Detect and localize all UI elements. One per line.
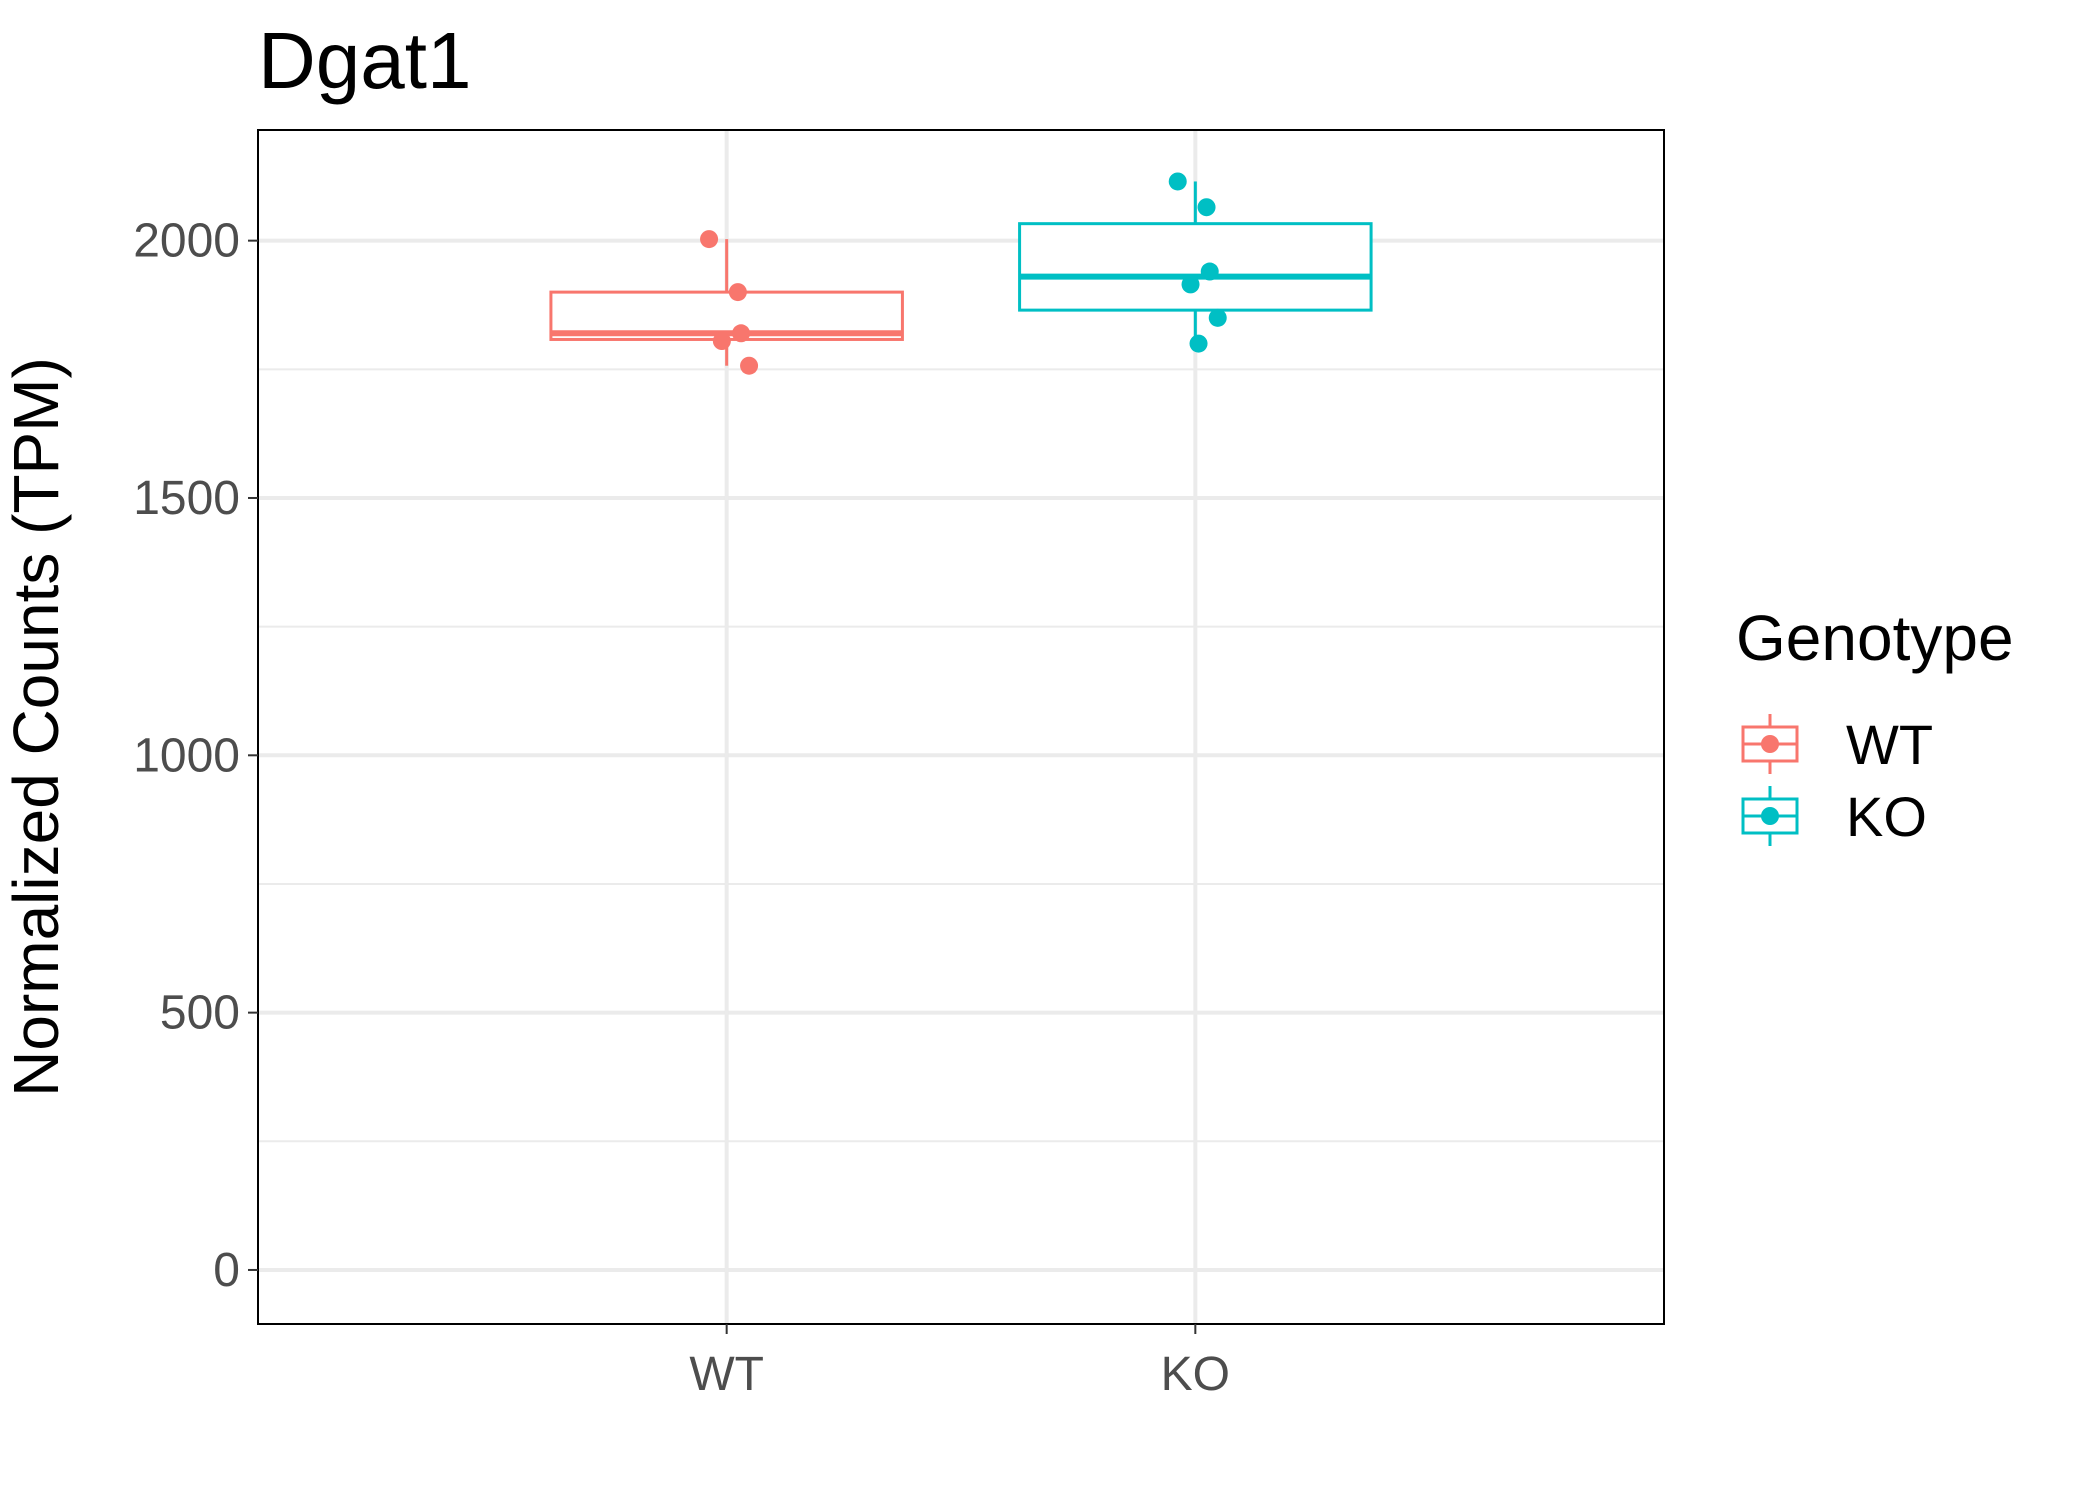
y-tick-label: 0 xyxy=(213,1244,240,1297)
y-axis-ticks: 0 500 1000 1500 2000 xyxy=(133,215,258,1297)
legend-key-point xyxy=(1761,735,1779,753)
x-axis-ticks: WT KO xyxy=(689,1324,1230,1401)
y-axis-title: Normalized Counts (TPM) xyxy=(0,357,72,1097)
data-point-ko xyxy=(1200,262,1219,281)
y-tick-label: 500 xyxy=(160,987,240,1040)
chart-title: Dgat1 xyxy=(258,16,471,105)
data-point-wt xyxy=(740,356,759,375)
data-point-ko xyxy=(1189,334,1208,353)
data-point-ko xyxy=(1208,308,1227,327)
x-tick-label: WT xyxy=(689,1348,764,1401)
data-points xyxy=(700,172,1227,375)
legend-label: WT xyxy=(1846,713,1933,776)
legend-title: Genotype xyxy=(1736,602,2014,674)
data-point-wt xyxy=(732,324,751,343)
legend-label: KO xyxy=(1846,785,1927,848)
boxplots xyxy=(549,181,1373,366)
y-tick-label: 1000 xyxy=(133,729,240,782)
plot-background xyxy=(258,130,1664,1324)
box xyxy=(1018,222,1373,312)
minor-gridlines xyxy=(258,368,1664,1143)
y-tick-label: 2000 xyxy=(133,215,240,268)
x-tick-label: KO xyxy=(1161,1348,1230,1401)
plot-panel-border xyxy=(257,129,1665,1325)
data-point-wt xyxy=(700,230,719,249)
legend-key-point xyxy=(1761,807,1779,825)
boxplot-wt xyxy=(549,239,904,366)
legend-item-ko: KO xyxy=(1741,785,1927,848)
data-point-wt xyxy=(728,283,747,302)
data-point-ko xyxy=(1168,172,1187,191)
y-tick-label: 1500 xyxy=(133,472,240,525)
legend-item-wt: WT xyxy=(1741,713,1933,776)
data-point-wt xyxy=(712,332,731,351)
data-point-ko xyxy=(1181,275,1200,294)
boxplot-ko xyxy=(1018,181,1373,344)
legend: Genotype WT KO xyxy=(1736,602,2014,848)
data-point-ko xyxy=(1197,198,1216,217)
